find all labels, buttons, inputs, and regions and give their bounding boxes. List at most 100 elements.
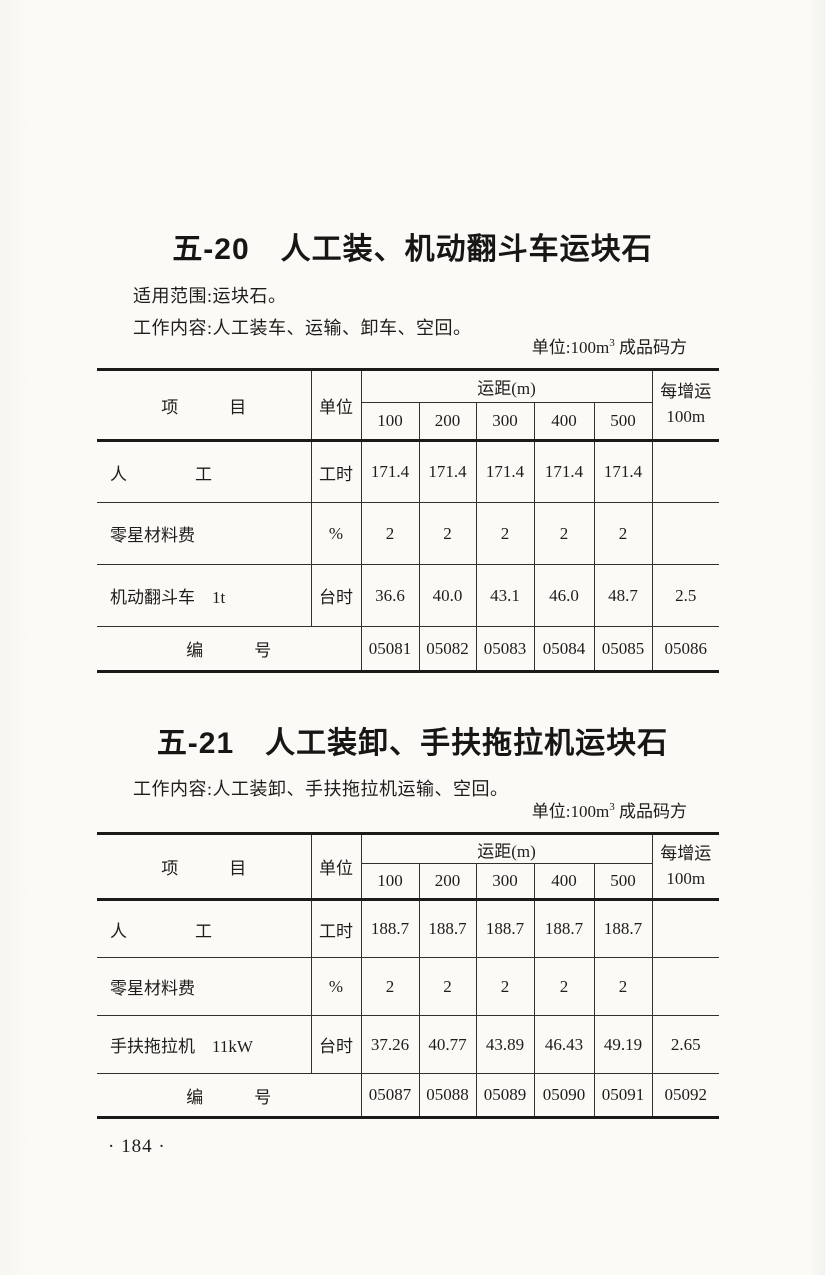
row-unit: %	[310, 502, 361, 565]
row-value: 171.4	[475, 440, 534, 503]
unit-note-prefix: 单位:100m	[531, 802, 610, 821]
row-unit: 工时	[310, 440, 361, 503]
header-extra-line1: 每增运	[660, 843, 712, 863]
row-extra-value: 2.65	[651, 1015, 720, 1074]
header-extra-line2: 100m	[666, 868, 706, 888]
code-value: 05084	[533, 626, 594, 672]
code-value: 05087	[360, 1073, 419, 1118]
code-row-label: 编 号	[186, 1087, 272, 1107]
scope-text: 适用范围:运块石。	[133, 286, 287, 306]
table-row-materials: 零星材料费 % 2 2 2 2 2	[97, 502, 720, 565]
row-unit: 台时	[310, 1015, 361, 1074]
header-extra-line1: 每增运	[660, 382, 712, 402]
header-distance-500: 500	[593, 863, 653, 901]
quota-table-5-20: 项 目 单位 运距(m) 每增运 100m 100 200 300 400 500…	[97, 368, 720, 673]
table-row-codes: 编 号 05081 05082 05083 05084 05085 05086	[97, 626, 720, 672]
row-value: 48.7	[593, 564, 653, 627]
row-value: 2	[360, 502, 419, 565]
header-distance-400: 400	[533, 863, 594, 901]
row-item-label: 人 工	[97, 899, 311, 958]
row-extra-value	[651, 957, 720, 1016]
header-distance-400: 400	[533, 402, 594, 442]
header-distance-group: 运距(m)	[360, 369, 653, 403]
row-value: 49.19	[593, 1015, 653, 1074]
row-value: 37.26	[360, 1015, 419, 1074]
header-distance-100: 100	[360, 402, 419, 442]
code-value: 05082	[418, 626, 476, 672]
page-number: · 184 ·	[108, 1136, 166, 1157]
code-value: 05083	[475, 626, 534, 672]
row-value: 43.1	[475, 564, 534, 627]
row-value: 2	[533, 502, 594, 565]
row-item-label: 人 工	[97, 440, 311, 503]
row-value: 2	[593, 502, 653, 565]
row-unit: %	[310, 957, 361, 1016]
table-row-materials: 零星材料费 % 2 2 2 2 2	[97, 957, 720, 1016]
row-value: 171.4	[418, 440, 476, 503]
quota-table-5-21: 项 目 单位 运距(m) 每增运 100m 100 200 300 400 500…	[97, 832, 720, 1119]
row-value: 2	[360, 957, 419, 1016]
header-distance-300: 300	[475, 863, 534, 901]
section-title-5-21: 五-21 人工装卸、手扶拖拉机运块石	[156, 727, 669, 760]
row-value: 36.6	[360, 564, 419, 627]
row-item-label: 机动翻斗车 1t	[97, 564, 311, 627]
unit-note-superscript: 3	[609, 337, 615, 349]
unit-note: 单位:100m3 成品码方	[532, 333, 687, 358]
header-distance-500: 500	[593, 402, 653, 442]
table-row-dump-truck: 机动翻斗车 1t 台时 36.6 40.0 43.1 46.0 48.7 2.5	[97, 564, 720, 627]
code-value: 05088	[418, 1073, 476, 1118]
table-row-codes: 编 号 05087 05088 05089 05090 05091 05092	[97, 1073, 720, 1118]
row-value: 46.0	[533, 564, 594, 627]
header-unit: 单位	[310, 369, 361, 442]
table-row-labor: 人 工 工时 188.7 188.7 188.7 188.7 188.7	[97, 899, 720, 958]
unit-note-superscript: 3	[609, 801, 615, 813]
header-extra-run: 每增运 100m	[651, 369, 720, 442]
row-value: 188.7	[418, 899, 476, 958]
code-value: 05086	[651, 626, 720, 672]
row-value: 171.4	[360, 440, 419, 503]
row-extra-value: 2.5	[651, 564, 720, 627]
row-value: 40.0	[418, 564, 476, 627]
row-value: 188.7	[533, 899, 594, 958]
row-value: 43.89	[475, 1015, 534, 1074]
row-value: 188.7	[475, 899, 534, 958]
section-title-5-20: 五-20 人工装、机动翻斗车运块石	[172, 233, 653, 266]
code-value: 05081	[360, 626, 419, 672]
code-value: 05090	[533, 1073, 594, 1118]
row-extra-value	[651, 440, 720, 503]
row-unit: 工时	[310, 899, 361, 958]
row-value: 46.43	[533, 1015, 594, 1074]
header-item: 项 目	[97, 833, 311, 901]
unit-note: 单位:100m3 成品码方	[532, 797, 687, 822]
row-item-label: 零星材料费	[97, 502, 311, 565]
work-content-text: 工作内容:人工装车、运输、卸车、空回。	[133, 318, 472, 338]
row-extra-value	[651, 899, 720, 958]
header-unit: 单位	[310, 833, 361, 901]
header-distance-group: 运距(m)	[360, 833, 653, 864]
header-distance-300: 300	[475, 402, 534, 442]
row-extra-value	[651, 502, 720, 565]
work-content-text: 工作内容:人工装卸、手扶拖拉机运输、空回。	[133, 779, 509, 799]
header-distance-100: 100	[360, 863, 419, 901]
unit-note-suffix: 成品码方	[614, 802, 687, 821]
unit-note-suffix: 成品码方	[614, 338, 687, 357]
code-value: 05091	[593, 1073, 653, 1118]
row-value: 2	[475, 502, 534, 565]
row-item-label: 手扶拖拉机 11kW	[97, 1015, 311, 1074]
table-row-labor: 人 工 工时 171.4 171.4 171.4 171.4 171.4	[97, 440, 720, 503]
row-value: 171.4	[533, 440, 594, 503]
row-value: 2	[533, 957, 594, 1016]
header-extra-run: 每增运 100m	[651, 833, 720, 901]
header-distance-200: 200	[418, 402, 476, 442]
unit-note-prefix: 单位:100m	[531, 338, 610, 357]
code-value: 05089	[475, 1073, 534, 1118]
code-value: 05085	[593, 626, 653, 672]
row-value: 171.4	[593, 440, 653, 503]
row-value: 188.7	[360, 899, 419, 958]
header-extra-line2: 100m	[666, 407, 706, 426]
row-value: 40.77	[418, 1015, 476, 1074]
row-value: 2	[475, 957, 534, 1016]
row-unit: 台时	[310, 564, 361, 627]
code-value: 05092	[651, 1073, 720, 1118]
